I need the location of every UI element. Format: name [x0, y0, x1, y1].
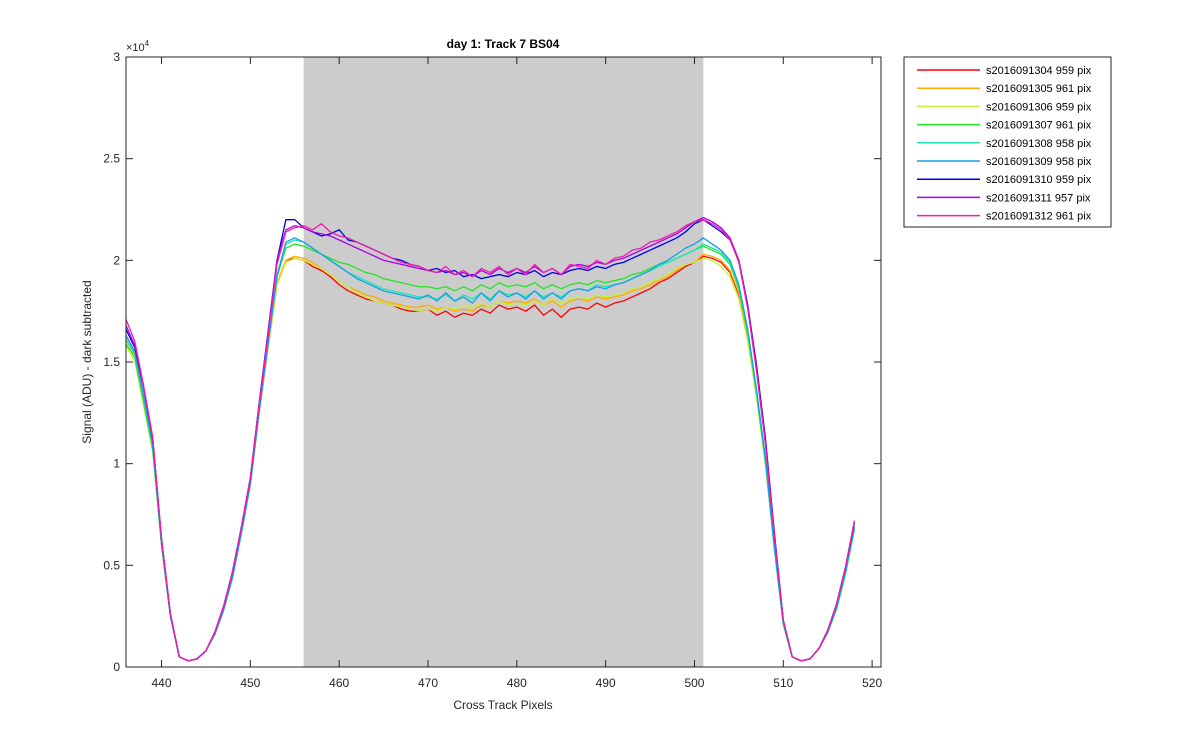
y-tick-label: 3 — [113, 50, 120, 64]
y-tick-label: 2 — [113, 253, 120, 267]
legend-label-3: s2016091306 959 pix — [986, 101, 1092, 113]
legend-label-2: s2016091305 961 pix — [986, 83, 1092, 95]
y-axis-label: Signal (ADU) - dark subtracted — [80, 280, 94, 443]
series-group — [125, 216, 855, 662]
x-tick-label: 440 — [152, 676, 172, 690]
x-tick-label: 490 — [596, 676, 616, 690]
legend-label-7: s2016091310 959 pix — [986, 174, 1092, 186]
y-tick-label: 1 — [113, 457, 120, 471]
svg-text:×104: ×104 — [126, 39, 150, 54]
x-axis-label: Cross Track Pixels — [453, 698, 552, 712]
legend-label-5: s2016091308 958 pix — [986, 138, 1092, 150]
y-tick-label: 1.5 — [103, 355, 120, 369]
legend-label-6: s2016091309 958 pix — [986, 156, 1092, 168]
x-tick-label: 470 — [418, 676, 438, 690]
y-exponent-power: 4 — [145, 39, 150, 48]
chart-title: day 1: Track 7 BS04 — [447, 37, 560, 51]
x-tick-label: 450 — [240, 676, 260, 690]
legend: s2016091304 959 pix s2016091305 961 pix s2… — [903, 56, 1112, 228]
y-exponent-base: ×10 — [126, 42, 145, 54]
y-exponent-label: ×104 — [126, 39, 150, 54]
y-tick-label: 0.5 — [103, 558, 120, 572]
x-tick-label: 480 — [507, 676, 527, 690]
x-tick-label: 510 — [773, 676, 793, 690]
legend-box — [903, 56, 1112, 228]
x-tick-label: 520 — [862, 676, 882, 690]
legend-label-8: s2016091311 957 pix — [986, 192, 1091, 204]
x-tick-label: 500 — [684, 676, 704, 690]
shaded-region — [303, 57, 704, 667]
series-line-6 — [125, 237, 855, 662]
series-line-9 — [125, 219, 855, 662]
y-tick-label: 2.5 — [103, 152, 120, 166]
x-tick-label: 460 — [329, 676, 349, 690]
legend-label-4: s2016091307 961 pix — [986, 120, 1092, 132]
plot-area: 440 450 460 470 480 490 500 510 520 0 0.5 1 1.5 2 2.5… — [103, 50, 882, 690]
legend-label-1: s2016091304 959 pix — [986, 65, 1092, 77]
y-axis-ticks: 0 0.5 1 1.5 2 2.5 3 — [103, 50, 881, 674]
y-tick-label: 0 — [113, 660, 120, 674]
legend-label-9: s2016091312 961 pix — [986, 211, 1092, 223]
legend-items: s2016091304 959 pix s2016091305 961 pix s2… — [917, 65, 1092, 223]
x-axis-ticks: 440 450 460 470 480 490 500 510 520 — [152, 57, 882, 690]
